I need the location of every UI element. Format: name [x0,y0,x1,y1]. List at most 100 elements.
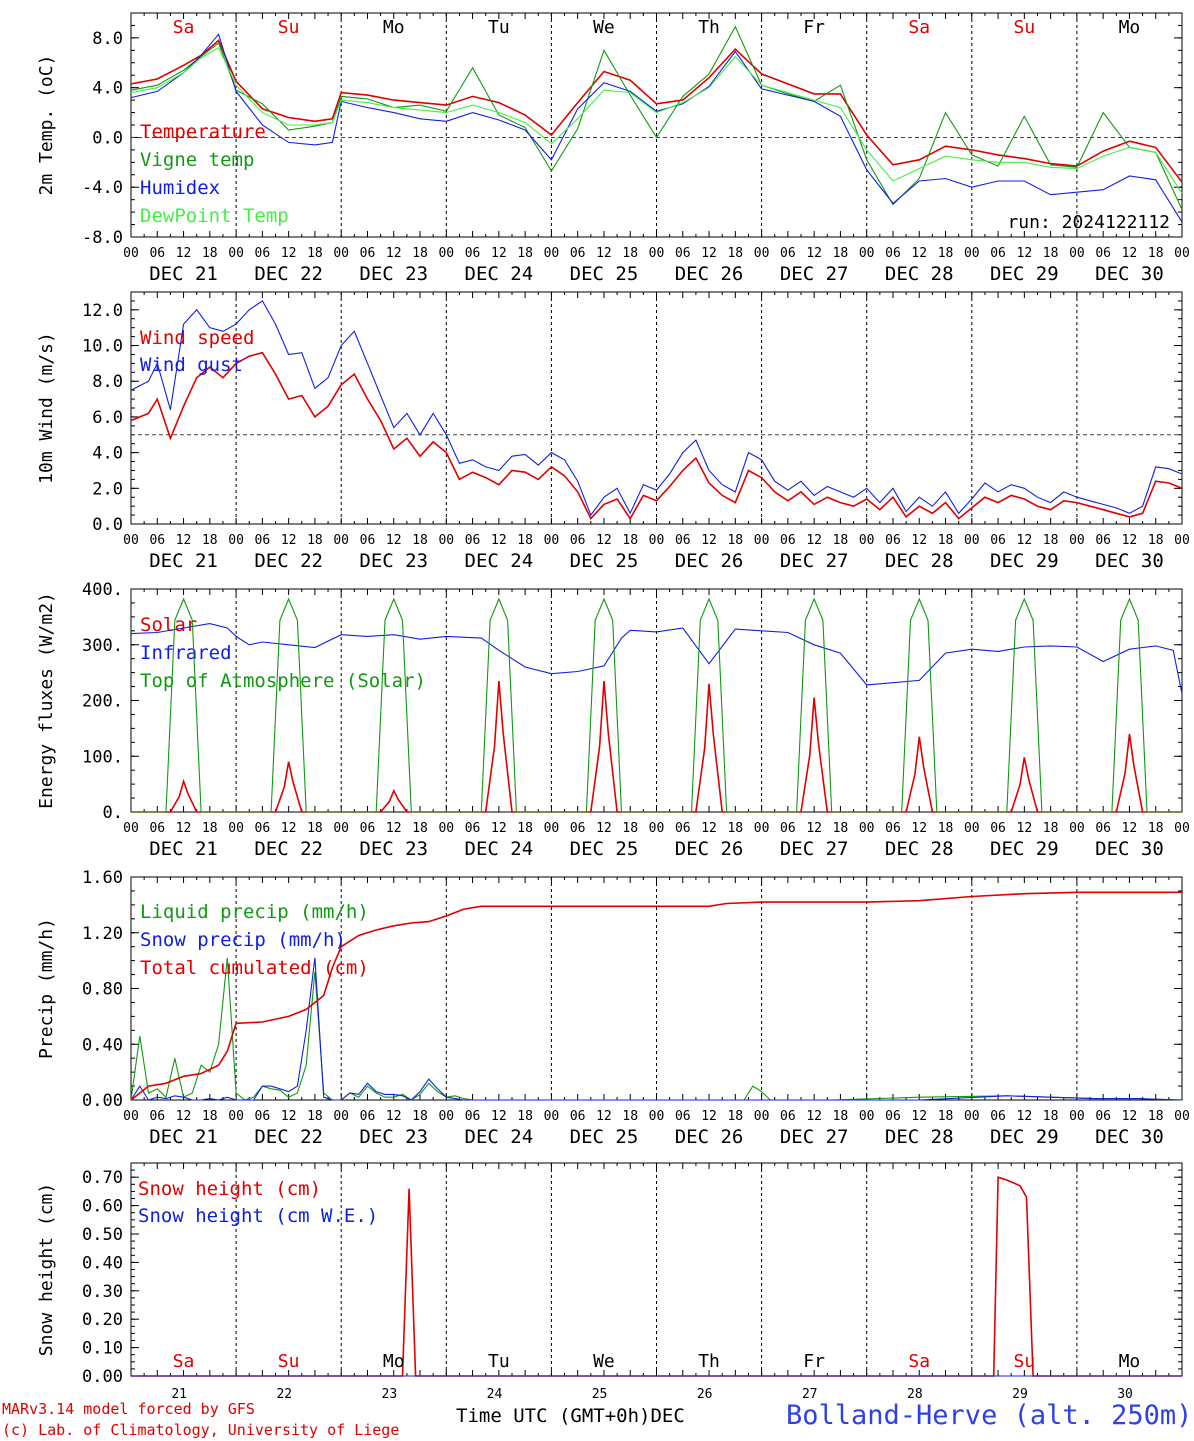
legend-entry: Snow precip (mm/h) [140,929,346,951]
hour-label: 18 [1043,821,1059,836]
hour-label: 00 [438,246,454,261]
hour-label: 18 [938,821,954,836]
hour-label: 00 [649,246,665,261]
y-tick-label: 4.0 [92,79,123,99]
hour-label: 12 [491,533,507,548]
day-name-label: Su [278,1351,300,1372]
day-name-label: Su [1014,17,1036,38]
hour-label: 06 [675,1109,691,1124]
hour-label: 18 [622,1109,638,1124]
hour-label: 18 [833,1109,849,1124]
hour-label: 06 [570,1109,586,1124]
date-label: DEC 24 [465,838,534,860]
hour-label: 06 [675,821,691,836]
hour-label: 12 [281,533,297,548]
day-name-label: Sa [908,17,930,38]
y-tick-label: 100. [82,747,123,767]
hour-label: 18 [727,533,743,548]
hour-label: 18 [202,533,218,548]
date-label: DEC 22 [254,263,323,285]
series-line-snow-height-cm- [131,1176,1182,1377]
hour-label: 06 [570,533,586,548]
hour-label: 00 [859,246,875,261]
y-axis-label: Precip (mm/h) [36,918,57,1059]
hour-label: 12 [806,246,822,261]
hour-label: 06 [255,821,271,836]
day-name-label: Th [698,17,720,38]
date-label: DEC 26 [675,263,744,285]
hour-label: 18 [517,533,533,548]
series-line-humidex [130,33,1183,223]
day-name-label: Su [1014,1351,1036,1372]
hour-label: 12 [1017,1109,1033,1124]
hour-label: 12 [701,533,717,548]
day-number-label: 23 [382,1387,398,1402]
hour-label: 12 [596,246,612,261]
date-label: DEC 30 [1095,263,1164,285]
hour-label: 12 [281,1109,297,1124]
panel-5: 0.70 0.60 0.50 0.40 0.30 0.20 0.10 0.00 Snow hei… [36,1162,1183,1402]
hour-label: 12 [386,246,402,261]
legend-entry: Vigne temp [140,149,254,171]
hour-label: 06 [360,246,376,261]
hour-label: 06 [255,533,271,548]
hour-label: 18 [412,821,428,836]
hour-label: 06 [255,246,271,261]
model-credit: MARv3.14 model forced by GFS [2,1400,255,1418]
hour-label: 06 [570,246,586,261]
hour-label: 12 [491,246,507,261]
y-tick-label: 0.50 [82,1225,123,1245]
hour-label: 00 [544,821,560,836]
hour-label: 00 [964,246,980,261]
hour-label: 12 [806,821,822,836]
y-axis-label: 2m Temp. (oC) [36,55,57,196]
hour-label: 06 [885,533,901,548]
hour-label: 00 [438,1109,454,1124]
date-label: DEC 27 [780,263,849,285]
hour-label: 12 [701,1109,717,1124]
date-label: DEC 21 [149,838,218,860]
hour-label: 00 [123,821,139,836]
date-label: DEC 21 [149,1126,218,1148]
hour-label: 12 [806,1109,822,1124]
day-number-label: 22 [276,1387,292,1402]
hour-label: 00 [754,246,770,261]
date-label: DEC 25 [570,263,639,285]
plot-frame [130,588,1183,813]
date-label: DEC 28 [885,1126,954,1148]
hour-label: 12 [176,246,192,261]
hour-label: 06 [465,1109,481,1124]
hour-label: 12 [911,821,927,836]
hour-label: 06 [990,533,1006,548]
y-tick-label: 0.60 [82,1197,123,1217]
date-label: DEC 24 [465,263,534,285]
day-name-label: Fr [803,17,825,38]
hour-label: 06 [149,1109,165,1124]
y-tick-label: 10.0 [82,337,123,357]
credits: MARv3.14 model forced by GFS (c) Lab. of… [2,1399,399,1441]
y-tick-label: 2.0 [92,479,123,499]
date-label: DEC 25 [570,550,639,572]
hour-label: 06 [1095,1109,1111,1124]
hour-label: 18 [622,246,638,261]
y-tick-label: 400. [82,580,123,600]
hour-label: 06 [570,821,586,836]
hour-label: 12 [491,821,507,836]
hour-label: 06 [780,246,796,261]
run-annotation: run: 2024122112 [1007,212,1170,233]
hour-label: 06 [675,533,691,548]
hour-label: 12 [386,533,402,548]
date-label: DEC 25 [570,1126,639,1148]
hour-label: 12 [176,821,192,836]
date-label: DEC 25 [570,838,639,860]
hour-label: 12 [176,533,192,548]
date-label: DEC 26 [675,550,744,572]
day-name-label: Sa [908,1351,930,1372]
date-label: DEC 29 [990,263,1059,285]
hour-label: 18 [622,821,638,836]
hour-label: 00 [964,533,980,548]
series-line-infrared [130,623,1183,694]
series-line-dewpoint-temp [130,47,1183,194]
hour-label: 00 [754,1109,770,1124]
legend-entry: Snow height (cm) [138,1178,321,1200]
